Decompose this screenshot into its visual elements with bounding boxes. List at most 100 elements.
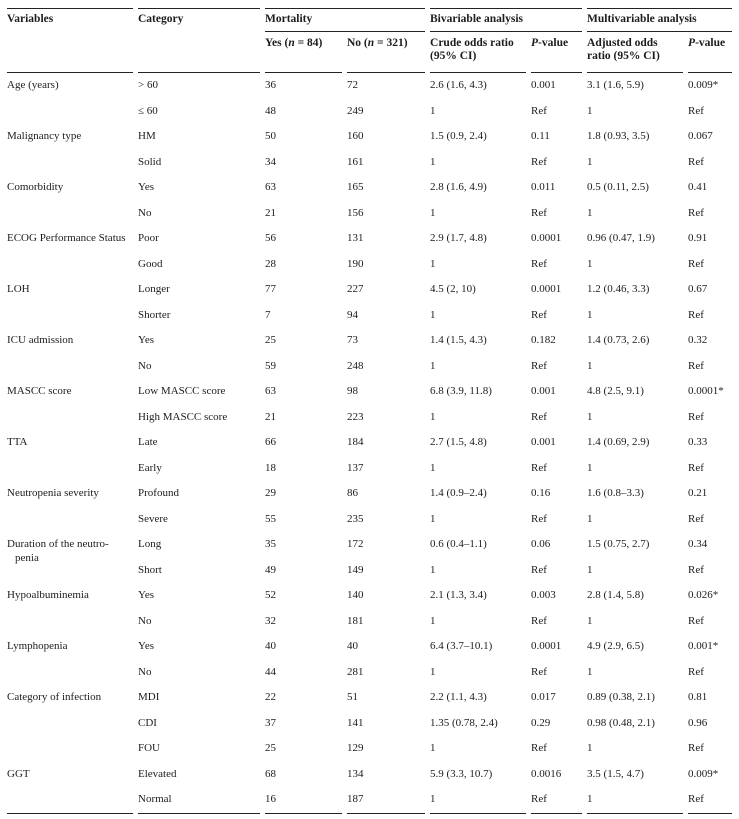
p-value-bivariable-cell: 0.003	[531, 589, 556, 601]
adjusted-odds-ratio-cell: 1	[587, 410, 593, 423]
adjusted-odds-ratio-cell: 1	[587, 665, 593, 678]
variable-cell: Category of infection	[7, 691, 102, 703]
p-value-bivariable-cell: Ref	[531, 308, 547, 321]
mortality-no-cell: 141	[347, 716, 364, 729]
mortality-yes-cell: 36	[265, 79, 276, 91]
mortality-no-cell: 149	[347, 563, 364, 576]
category-cell: Poor	[138, 232, 159, 244]
adjusted-odds-ratio-cell: 3.1 (1.6, 5.9)	[587, 79, 644, 91]
yes-label-suffix: = 84)	[294, 37, 323, 49]
mortality-yes-cell: 77	[265, 283, 276, 295]
col-header-bivariable: Bivariable analysis	[430, 8, 583, 32]
variable-cell: Comorbidity	[7, 181, 64, 193]
adjusted-odds-ratio-cell: 1	[587, 787, 684, 814]
category-cell: Longer	[138, 283, 170, 295]
n-symbol: n	[288, 37, 295, 49]
category-cell: Yes	[138, 334, 155, 346]
p-value-multivariable-cell: Ref	[688, 206, 704, 219]
p-value-multivariable-cell: 0.067	[688, 130, 713, 142]
category-cell: Short	[138, 563, 162, 576]
p-value-bivariable-cell: 0.001	[531, 436, 556, 448]
crude-odds-ratio-cell: 1	[430, 665, 436, 678]
variable-cell: Duration of the neutro- penia	[7, 538, 109, 564]
crude-odds-ratio-cell: 1	[430, 410, 436, 423]
p-value-bivariable-cell: 0.0001	[531, 232, 562, 244]
crude-odds-ratio-cell: 1.5 (0.9, 2.4)	[430, 130, 487, 142]
category-cell: CDI	[138, 716, 157, 729]
p-value-multivariable-cell: 0.96	[688, 716, 708, 729]
mortality-no-cell: 187	[347, 787, 426, 814]
n-symbol: n	[367, 37, 375, 49]
p-value-multivariable-cell: 0.81	[688, 691, 708, 703]
category-cell: Long	[138, 538, 162, 550]
crude-odds-ratio-cell: 1	[430, 614, 436, 627]
mortality-no-cell: 137	[347, 461, 364, 474]
adjusted-odds-ratio-cell: 1	[587, 614, 593, 627]
mortality-yes-cell: 34	[265, 155, 276, 168]
p-value-multivariable-cell: 0.001*	[688, 640, 719, 652]
p-value-multivariable-cell: 0.009*	[688, 767, 719, 780]
p-value-multivariable-cell: Ref	[688, 461, 704, 474]
crude-odds-ratio-cell: 1.4 (1.5, 4.3)	[430, 334, 487, 346]
col-header-crude-or: Crude odds ratio (95% CI)	[430, 32, 527, 73]
p-value-multivariable-cell: Ref	[688, 563, 704, 576]
p-value-multivariable-cell: Ref	[688, 104, 704, 117]
adjusted-odds-ratio-cell: 1	[587, 257, 593, 270]
p-value-multivariable-cell: 0.009*	[688, 79, 719, 91]
mortality-yes-cell: 35	[265, 538, 276, 550]
mortality-yes-cell: 32	[265, 614, 276, 627]
mortality-yes-cell: 44	[265, 665, 276, 678]
p-value-bivariable-cell: 0.017	[531, 691, 556, 703]
category-cell: Late	[138, 436, 158, 448]
table-row: Malignancy type HM 50 160 1.5 (0.9, 2.4) 0.11…	[7, 124, 732, 150]
p-value-bivariable-cell: Ref	[531, 155, 547, 168]
mortality-no-cell: 86	[347, 487, 358, 499]
col-header-adjusted-or: Adjusted odds ratio (95% CI)	[587, 32, 684, 73]
adjusted-odds-ratio-cell: 1.4 (0.73, 2.6)	[587, 334, 650, 346]
mortality-no-cell: 72	[347, 79, 358, 91]
table-row: ICU admission Yes 25 73 1.4 (1.5, 4.3) 0.182 1…	[7, 328, 732, 354]
mortality-no-cell: 184	[347, 436, 364, 448]
table-row: Shorter 7 94 1 Ref 1 Ref	[7, 303, 732, 329]
p-value-multivariable-cell: 0.026*	[688, 589, 719, 601]
p-value-multivariable-cell: 0.34	[688, 538, 708, 550]
category-cell: Shorter	[138, 308, 171, 321]
adjusted-odds-ratio-cell: 4.9 (2.9, 6.5)	[587, 640, 644, 652]
crude-odds-ratio-cell: 2.2 (1.1, 4.3)	[430, 691, 487, 703]
mortality-yes-cell: 7	[265, 308, 271, 321]
category-cell: No	[138, 206, 152, 219]
category-cell: MDI	[138, 691, 160, 703]
category-cell: Normal	[138, 787, 260, 814]
p-value-multivariable-cell: 0.41	[688, 181, 708, 193]
table-row: No 21 156 1 Ref 1 Ref	[7, 201, 732, 227]
category-cell: FOU	[138, 742, 161, 754]
table-body: Age (years) > 60 36 72 2.6 (1.6, 4.3) 0.001 3.…	[7, 73, 733, 814]
yes-label-prefix: Yes (	[265, 37, 289, 49]
p-value-multivariable-cell: 0.91	[688, 232, 708, 244]
mortality-yes-cell: 21	[265, 206, 276, 219]
adjusted-odds-ratio-cell: 1.2 (0.46, 3.3)	[587, 283, 650, 295]
category-cell: > 60	[138, 79, 158, 91]
mortality-no-cell: 98	[347, 385, 358, 397]
col-header-category: Category	[138, 8, 260, 73]
crude-odds-ratio-cell: 2.8 (1.6, 4.9)	[430, 181, 487, 193]
variable-cell: Neutropenia severity	[7, 487, 99, 499]
table-row: Duration of the neutro- penia Long 35 172 0.…	[7, 532, 732, 564]
p-symbol: P	[688, 37, 696, 49]
mortality-analysis-table: Variables Category Mortality Bivariable …	[2, 8, 737, 814]
p-value-bivariable-cell: Ref	[531, 359, 547, 372]
adjusted-odds-ratio-cell: 1.8 (0.93, 3.5)	[587, 130, 650, 142]
variable-cell: ECOG Performance Status	[7, 232, 126, 244]
crude-odds-ratio-cell: 1	[430, 206, 436, 219]
p-value-bivariable-cell: 0.001	[531, 385, 556, 397]
variable-cell: LOH	[7, 283, 30, 295]
mortality-no-cell: 165	[347, 181, 364, 193]
crude-odds-ratio-cell: 6.4 (3.7–10.1)	[430, 640, 493, 652]
mortality-yes-cell: 68	[265, 767, 276, 780]
p-value-bivariable-cell: Ref	[531, 563, 547, 576]
category-cell: Good	[138, 257, 163, 270]
adjusted-odds-ratio-cell: 1	[587, 461, 593, 474]
table-row: Normal 16 187 1 Ref 1 Ref	[7, 787, 733, 814]
table-row: No 44 281 1 Ref 1 Ref	[7, 660, 732, 686]
table-row: MASCC score Low MASCC score 63 98 6.8 (3.9, …	[7, 379, 732, 405]
